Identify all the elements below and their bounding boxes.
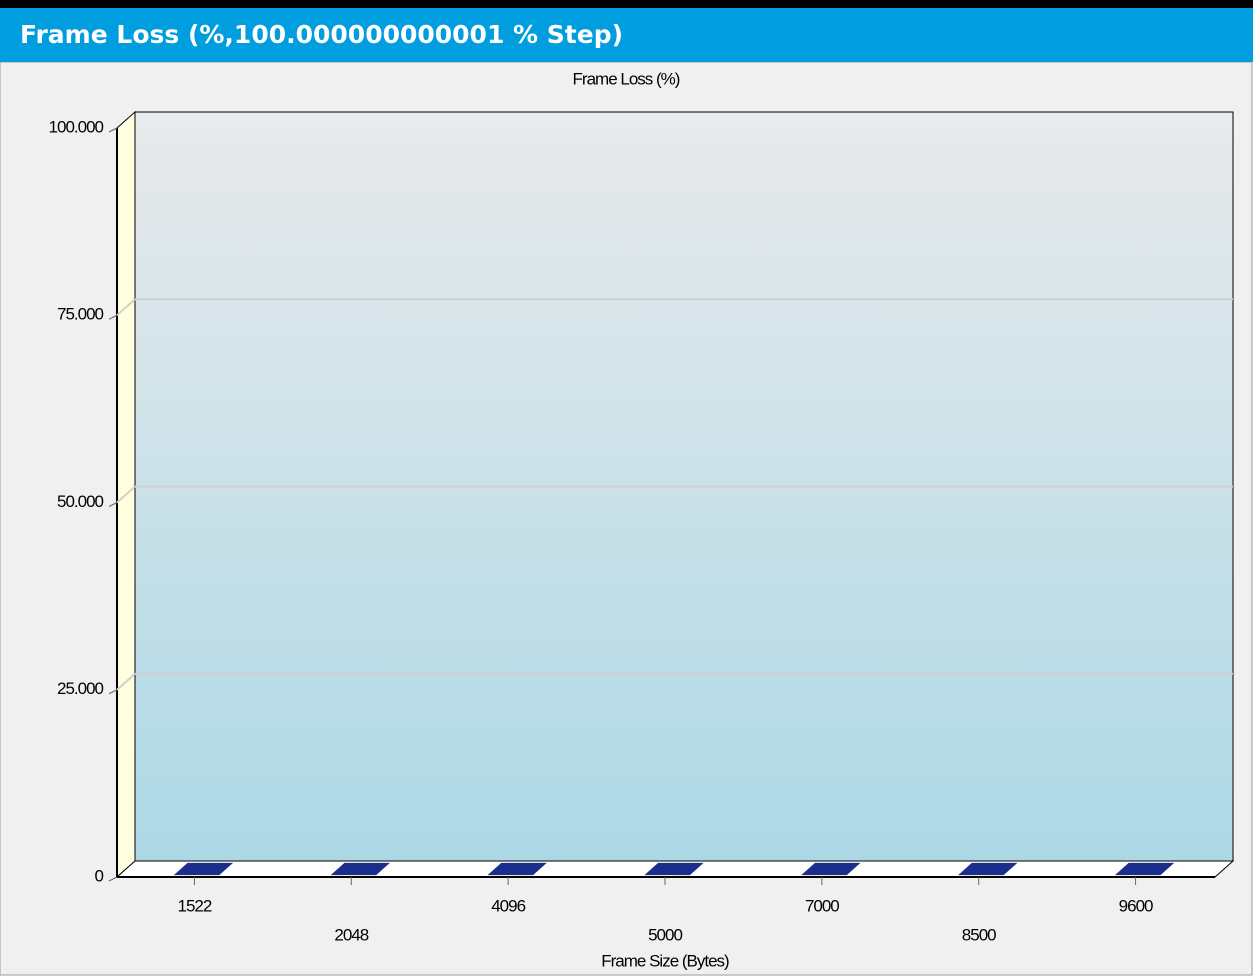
y-tick-label: 0 bbox=[95, 866, 104, 885]
x-axis-label: Frame Size (Bytes) bbox=[601, 951, 729, 970]
bar bbox=[801, 862, 861, 876]
bar bbox=[487, 862, 547, 876]
bar bbox=[330, 862, 390, 876]
x-tick-label: 4096 bbox=[491, 896, 525, 915]
x-tick-label: 9600 bbox=[1119, 896, 1153, 915]
x-tick-label: 8500 bbox=[962, 925, 996, 944]
y-tick bbox=[108, 127, 118, 133]
grid-line bbox=[116, 298, 136, 316]
chart: Frame Loss (%) Frame Size (Bytes) 0 25.00… bbox=[0, 62, 1253, 976]
bar bbox=[958, 862, 1018, 876]
panel-title: Frame Loss (%,100.000000000001 % Step) bbox=[0, 8, 1253, 62]
y-tick bbox=[108, 314, 118, 320]
bar bbox=[173, 862, 234, 876]
grid-line bbox=[116, 485, 136, 504]
x-tick-label: 7000 bbox=[805, 896, 839, 915]
bar bbox=[644, 862, 704, 876]
top-bar bbox=[0, 0, 1253, 8]
y-tick bbox=[108, 689, 118, 695]
y-tick-label: 25.000 bbox=[57, 679, 104, 698]
y-tick bbox=[108, 502, 118, 507]
bar bbox=[1114, 862, 1175, 876]
y-tick-label: 75.000 bbox=[57, 305, 104, 324]
grid-line bbox=[116, 673, 136, 691]
y-tick-label: 100.000 bbox=[49, 117, 104, 136]
y-tick-label: 50.000 bbox=[57, 492, 104, 511]
x-tick-label: 2048 bbox=[334, 925, 368, 944]
x-tick-label: 1522 bbox=[178, 896, 212, 915]
chart-title: Frame Loss (%) bbox=[573, 69, 680, 88]
y-tick bbox=[108, 876, 118, 882]
x-tick-label: 5000 bbox=[648, 925, 682, 944]
